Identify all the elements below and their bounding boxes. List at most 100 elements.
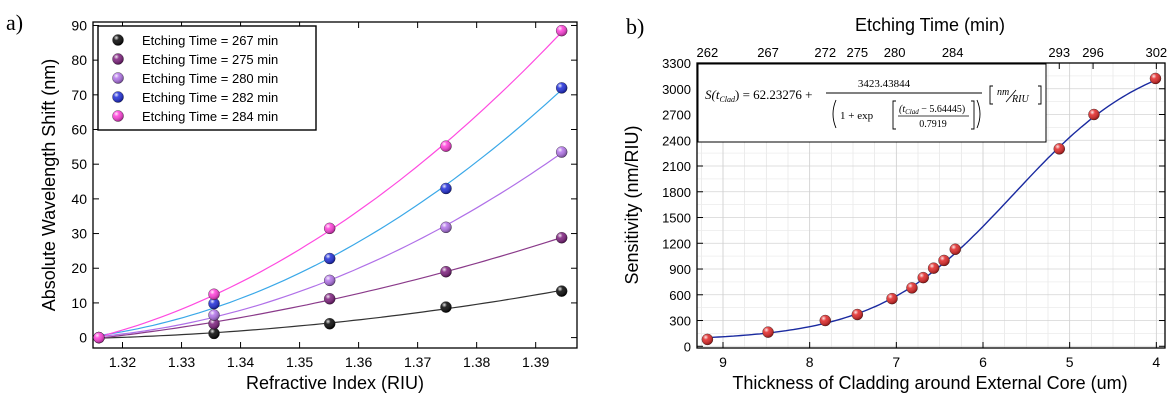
panel-a-y-axis-label: Absolute Wavelength Shift (nm) [39,59,59,311]
data-point-s3 [555,146,568,158]
data-point-s2 [208,318,220,330]
legend-marker-4 [112,91,124,103]
eq-inner-bottom: 0.7919 [919,119,947,130]
fit-curve-3 [98,152,563,338]
eq-inner-top-end: − 5.64445) [919,104,965,115]
panel-b-x-tick-label: 7 [892,354,900,370]
panel-b-x-tick-label: 9 [719,354,727,370]
panel-b-top-tick-label: 272 [814,45,836,60]
panel-b-y-tick-label: 3000 [662,82,691,97]
panel-b-x-tick-label: 4 [1152,354,1160,370]
panel-b-top-ticks: 262 267 272 275 280 284 293 296 302 [697,45,1167,69]
sensitivity-data-point [1088,108,1100,121]
panel-b-y-ticks: 0 300 600 900 1200 1500 1800 2100 2400 2700 3000 33… [662,56,1165,354]
data-point-s5 [323,222,336,235]
eq-inner-sub: Clad [905,108,919,116]
fit-equation: S(tClad) = 62.23276 + 3423.43844 1 + exp… [705,78,1042,130]
legend-label-4: Etching Time = 282 min [142,90,278,105]
legend-marker-2 [112,53,124,65]
panel-a-y-tick-label: 0 [79,330,87,346]
panel-a-x-tick-label: 1.38 [463,354,490,370]
panel-a-y-tick-label: 70 [71,87,87,103]
panel-b-y-tick-label: 900 [669,262,691,277]
panel-b-x-tick-label: 6 [979,354,987,370]
data-point-s5 [440,140,452,152]
eq-inner-top: (t [899,104,905,115]
sensitivity-data-point [949,243,961,255]
panel-b-y-tick-label: 1200 [662,236,691,251]
svg-text:S(tClad) = 62.23276 +: S(tClad) = 62.23276 + [705,87,813,104]
legend-label-2: Etching Time = 275 min [142,52,278,67]
data-point-s1 [440,301,452,313]
eq-unit-bottom: RIU [1011,94,1029,105]
legend-marker-3 [112,72,124,84]
panel-b-y-tick-label: 600 [669,288,691,303]
data-point-s4 [208,297,220,310]
panel-b-x-tick-label: 5 [1066,354,1074,370]
panel-b-top-tick-label: 302 [1145,45,1167,60]
data-point-s2 [440,266,452,278]
data-point-s5 [555,24,568,37]
sensitivity-data-point [1149,72,1162,85]
panel-b-top-tick-label: 275 [846,45,868,60]
eq-numerator: 3423.43844 [858,78,911,90]
panel-a-x-axis-label: Refractive Index (RIU) [246,373,424,393]
panel-b-y-tick-label: 1500 [662,211,691,226]
panel-a-y-tick-label: 80 [71,52,87,68]
legend-label-5: Etching Time = 284 min [142,109,278,124]
data-point-s2 [555,232,568,244]
data-point-s5 [93,331,105,344]
panel-b: b) Etching Time (min) 9 8 7 6 5 4 262 267 272 27… [622,14,1167,393]
panel-a-plot-frame [92,21,578,349]
panel-a-x-tick-label: 1.37 [404,354,431,370]
panel-a-x-tick-label: 1.36 [345,354,372,370]
fit-equation-box: S(tClad) = 62.23276 + 3423.43844 1 + exp… [697,63,1047,143]
panel-a-x-tick-label: 1.35 [286,354,313,370]
panel-b-x-axis-label: Thickness of Cladding around External Co… [732,373,1127,393]
panel-b-y-tick-label: 1800 [662,185,691,200]
panel-a-y-tick-label: 10 [71,295,87,311]
panel-a-x-tick-label: 1.32 [109,354,136,370]
data-point-s1 [555,285,568,297]
panel-b-data-points [701,72,1162,346]
panel-a-y-tick-label: 90 [71,17,87,33]
panel-a-x-tick-label: 1.39 [522,354,549,370]
sensitivity-data-point [938,254,950,267]
eq-lhs: S(t [705,87,720,102]
data-point-s4 [323,252,336,265]
panel-b-plot-frame [696,62,1166,349]
panel-b-top-tick-label: 293 [1048,45,1070,60]
panel-a-y-tick-label: 40 [71,191,87,207]
legend-label-1: Etching Time = 267 min [142,33,278,48]
sensitivity-data-point [762,326,774,338]
panel-a-data-points [93,24,568,344]
panel-b-x-ticks: 9 8 7 6 5 4 [719,342,1160,370]
equation-frame [697,63,1047,143]
sensitivity-data-point [927,262,940,274]
panel-a-label: a) [6,10,23,35]
panel-b-top-axis-title: Etching Time (min) [855,15,1005,35]
sensitivity-data-point [906,282,918,294]
legend-box [97,25,317,131]
panel-b-label: b) [626,14,644,39]
data-point-s3 [208,309,220,321]
panel-b-top-tick-label: 284 [942,45,964,60]
panel-b-top-tick-label: 262 [697,45,719,60]
data-point-s5 [208,288,220,300]
sensitivity-data-point [851,308,864,321]
eq-unit-top: nm [997,87,1009,98]
sensitivity-data-point [701,333,714,346]
panel-b-top-tick-label: 280 [884,45,906,60]
panel-a-x-tick-label: 1.33 [168,354,195,370]
panel-a-legend: Etching Time = 267 min Etching Time = 275… [97,25,317,131]
panel-b-y-tick-label: 2700 [662,108,691,123]
sensitivity-data-point [1053,143,1065,155]
eq-lhs-end: ) = 62.23276 + [735,87,813,102]
svg-text:(tClad − 5.64445): (tClad − 5.64445) [899,104,965,116]
eq-denom-prefix: 1 + exp [840,110,874,122]
data-point-s1 [208,327,220,340]
data-point-s4 [555,82,568,94]
sensitivity-data-point [886,292,898,305]
panel-b-y-axis-label: Sensitivity (nm/RIU) [622,125,642,284]
